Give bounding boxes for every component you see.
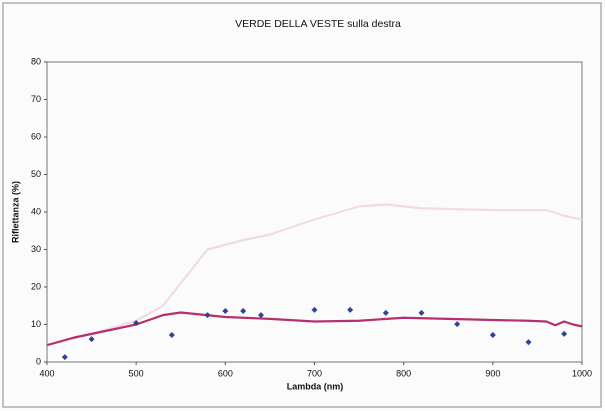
marker	[240, 308, 247, 314]
marker	[204, 312, 211, 319]
plot-area	[46, 61, 583, 363]
marker	[561, 330, 568, 337]
marker	[168, 332, 175, 338]
y-tick-label: 70	[31, 94, 41, 104]
chart-title: VERDE DELLA VESTE sulla destra	[235, 18, 401, 30]
x-tick-label: 700	[307, 368, 322, 378]
x-tick-label: 600	[218, 368, 233, 378]
y-tick-label: 60	[31, 131, 41, 141]
marker	[525, 339, 532, 346]
marker	[311, 306, 318, 313]
y-tick-label: 50	[31, 169, 41, 179]
series-line	[46, 311, 583, 347]
marker	[489, 332, 496, 338]
y-tick-label: 20	[31, 281, 41, 291]
x-tick-label: 900	[485, 368, 500, 378]
series-line	[46, 203, 583, 347]
marker	[347, 306, 354, 313]
marker	[222, 308, 229, 314]
marker	[418, 309, 425, 316]
marker	[133, 320, 140, 326]
x-tick-label: 500	[129, 368, 144, 378]
y-tick-label: 40	[31, 206, 41, 216]
chart-border	[2, 2, 602, 408]
marker	[382, 309, 389, 316]
x-axis-title: Lambda (nm)	[287, 381, 344, 391]
marker	[454, 321, 461, 328]
y-tick-label: 80	[31, 56, 41, 66]
x-tick-label: 1000	[572, 368, 592, 378]
x-tick-label: 400	[39, 368, 54, 378]
marker	[61, 354, 68, 361]
y-tick-label: 30	[31, 244, 41, 254]
y-tick-label: 0	[36, 356, 41, 366]
marker	[258, 312, 264, 319]
y-tick-label: 10	[31, 319, 41, 329]
marker	[88, 336, 95, 343]
x-tick-label: 800	[396, 368, 411, 378]
y-axis-title: Riflettanza (%)	[10, 181, 20, 243]
